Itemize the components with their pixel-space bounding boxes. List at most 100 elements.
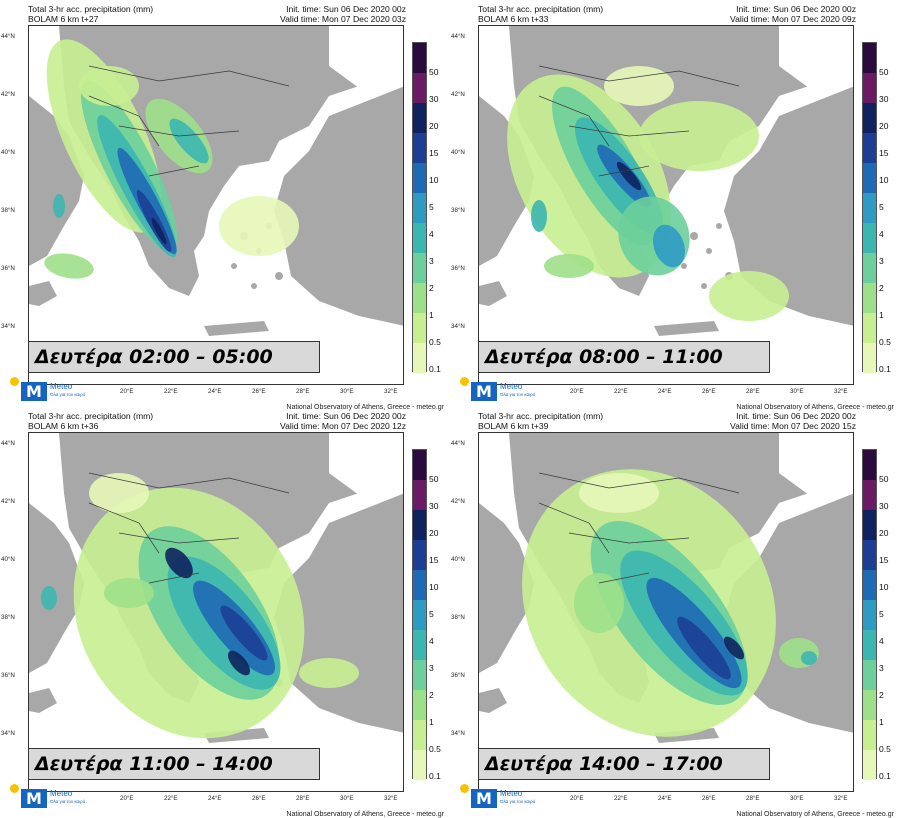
- lat-tick-label: 44°N: [1, 33, 15, 40]
- lat-tick-label: 40°N: [1, 556, 15, 563]
- lat-tick-label: 42°N: [451, 498, 465, 505]
- colorbar: [862, 449, 877, 810]
- colorbar-swatch: [413, 600, 426, 630]
- colorbar-level-label: 30: [879, 94, 889, 104]
- lon-tick-label: 32°E: [384, 388, 398, 395]
- colorbar-swatch: [413, 570, 426, 600]
- colorbar-swatch: [413, 313, 426, 343]
- anatolia-land: [274, 86, 403, 326]
- meteo-m-icon: M: [471, 382, 497, 401]
- italy-land: [479, 503, 534, 673]
- lon-tick-label: 28°E: [296, 795, 310, 802]
- crete-land: [204, 321, 269, 336]
- lon-tick-label: 30°E: [340, 795, 354, 802]
- colorbar-swatch: [863, 313, 876, 343]
- lat-tick-label: 36°N: [451, 265, 465, 272]
- colorbar-level-label: 50: [429, 474, 439, 484]
- lon-tick-label: 24°E: [658, 795, 672, 802]
- colorbar-swatch: [863, 223, 876, 253]
- colorbar-level-label: 30: [879, 501, 889, 511]
- valid-time: Valid time: Mon 07 Dec 2020 12z: [280, 421, 406, 431]
- colorbar-swatch: [863, 480, 876, 510]
- colorbar-swatch: [413, 660, 426, 690]
- colorbar-swatch: [413, 750, 426, 780]
- colorbar-swatch: [863, 720, 876, 750]
- precipitation-map: [479, 26, 853, 336]
- colorbar-swatch: [413, 780, 426, 810]
- init-time: Init. time: Sun 06 Dec 2020 00z: [736, 411, 856, 421]
- colorbar-level-label: 1: [429, 310, 434, 320]
- colorbar-level-label: 15: [429, 148, 439, 158]
- lon-tick-label: 32°E: [834, 795, 848, 802]
- lon-tick-label: 32°E: [834, 388, 848, 395]
- panel-header-right: Init. time: Sun 06 Dec 2020 00z Valid tim…: [280, 411, 406, 431]
- colorbar-swatch: [413, 103, 426, 133]
- colorbar-swatch: [863, 450, 876, 480]
- credit-text: National Observatory of Athens, Greece -…: [286, 811, 444, 818]
- lon-tick-label: 20°E: [120, 388, 134, 395]
- day-time-label: Δευτέρα 14:00 – 17:00: [478, 748, 770, 780]
- colorbar-level-label: 1: [879, 310, 884, 320]
- colorbar-swatch: [413, 193, 426, 223]
- lat-tick-label: 34°N: [1, 730, 15, 737]
- lat-tick-label: 40°N: [1, 149, 15, 156]
- sicily-land: [29, 688, 57, 713]
- colorbar-swatch: [413, 450, 426, 480]
- colorbar-level-label: 30: [429, 501, 439, 511]
- meteo-logo: M Meteo Όλα για τον καιρό: [460, 781, 540, 811]
- lat-tick-label: 34°N: [451, 730, 465, 737]
- colorbar-level-label: 0.5: [879, 744, 891, 754]
- colorbar-level-label: 3: [879, 256, 884, 266]
- rain-area: [79, 66, 139, 106]
- colorbar-level-label: 10: [429, 582, 439, 592]
- credit-text: National Observatory of Athens, Greece -…: [736, 811, 894, 818]
- colorbar-swatch: [863, 510, 876, 540]
- colorbar-swatch: [413, 690, 426, 720]
- italy-land: [479, 96, 534, 266]
- lon-tick-label: 28°E: [746, 795, 760, 802]
- colorbar-swatch: [863, 133, 876, 163]
- colorbar-swatch: [863, 343, 876, 373]
- lat-tick-label: 38°N: [451, 614, 465, 621]
- meteo-m-icon: M: [21, 382, 47, 401]
- lon-tick-label: 30°E: [790, 795, 804, 802]
- italy-land: [29, 96, 84, 266]
- panel-header-left: Total 3-hr acc. precipitation (mm) BOLAM …: [478, 411, 603, 431]
- panel-header-right: Init. time: Sun 06 Dec 2020 00z Valid tim…: [730, 411, 856, 431]
- precipitation-map: [479, 433, 853, 743]
- lat-tick-label: 38°N: [451, 207, 465, 214]
- rain-area: [723, 636, 745, 660]
- colorbar-level-label: 3: [429, 256, 434, 266]
- meteo-logo: M Meteo Όλα για τον καιρό: [460, 374, 540, 404]
- model-run: BOLAM 6 km t+33: [478, 14, 549, 24]
- colorbar-level-label: 4: [879, 636, 884, 646]
- sicily-land: [29, 281, 57, 306]
- colorbar-level-label: 50: [879, 67, 889, 77]
- lon-tick-label: 22°E: [614, 388, 628, 395]
- rain-area: [579, 473, 659, 513]
- meteo-m-icon: M: [471, 789, 497, 808]
- rain-area: [53, 194, 65, 218]
- colorbar-swatch: [413, 480, 426, 510]
- sun-icon: [460, 784, 469, 793]
- lat-tick-label: 42°N: [451, 91, 465, 98]
- colorbar-level-label: 2: [429, 690, 434, 700]
- rain-area: [299, 658, 359, 688]
- colorbar-level-label: 4: [879, 229, 884, 239]
- anatolia-land: [724, 86, 853, 326]
- rain-area: [639, 101, 759, 171]
- lat-tick-label: 44°N: [451, 440, 465, 447]
- lon-tick-label: 24°E: [208, 388, 222, 395]
- colorbar-level-label: 20: [879, 528, 889, 538]
- rain-area: [165, 547, 193, 579]
- colorbar-level-label: 2: [429, 283, 434, 293]
- lat-tick-label: 40°N: [451, 556, 465, 563]
- map-panel: Total 3-hr acc. precipitation (mm) BOLAM …: [0, 0, 450, 411]
- day-time-label: Δευτέρα 02:00 – 05:00: [28, 341, 320, 373]
- lon-tick-label: 26°E: [702, 388, 716, 395]
- colorbar-level-label: 50: [429, 67, 439, 77]
- map-frame: [478, 25, 854, 385]
- product-title: Total 3-hr acc. precipitation (mm): [478, 411, 604, 421]
- map-frame: [478, 432, 854, 792]
- rain-area: [531, 200, 547, 232]
